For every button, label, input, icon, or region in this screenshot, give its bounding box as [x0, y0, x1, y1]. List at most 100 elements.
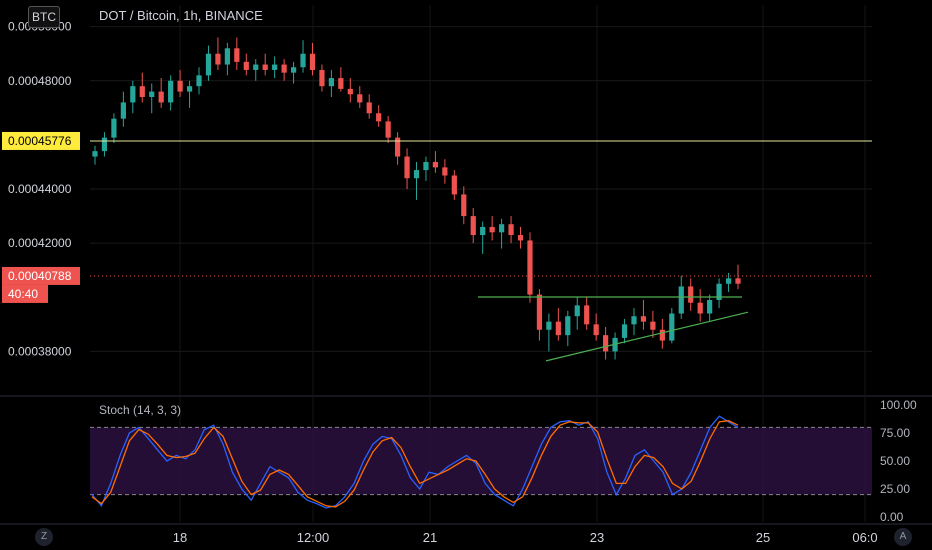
candle-body	[707, 299, 713, 314]
candle-body	[347, 88, 353, 95]
candle-body	[149, 91, 155, 98]
candle-body	[224, 48, 230, 65]
zoom-button[interactable]: Z	[35, 528, 53, 546]
candle-body	[281, 64, 287, 73]
x-tick-label: 23	[590, 530, 604, 545]
last-price-text: 0.00040788	[8, 269, 72, 283]
candle-body	[565, 316, 571, 336]
candle-body	[92, 151, 98, 157]
candle-body	[593, 324, 599, 336]
horizontal-line-price-text: 0.00045776	[8, 134, 72, 148]
ascending-trendline[interactable]	[545, 311, 749, 362]
candle-body	[186, 86, 193, 92]
candle-body	[139, 86, 145, 98]
candle-body	[508, 224, 514, 236]
candle-body	[470, 216, 476, 236]
candle-body	[669, 313, 675, 341]
candle-body	[489, 226, 495, 233]
countdown-label	[2, 284, 48, 303]
horizontal-line-price-label	[2, 131, 80, 150]
candle-body	[603, 335, 609, 352]
candle-body	[517, 235, 524, 241]
candle-body	[423, 161, 429, 171]
candle-body	[120, 102, 126, 119]
candle-body	[527, 240, 533, 295]
candle-body	[688, 286, 694, 303]
candle-body	[177, 80, 183, 92]
candle-body	[111, 118, 117, 138]
candle-body	[168, 80, 174, 103]
symbol-badge[interactable]: BTC	[28, 6, 60, 28]
candle-body	[205, 53, 212, 76]
candle-body	[659, 329, 665, 341]
candle-body	[413, 170, 420, 179]
candle-body	[555, 321, 561, 336]
candle-body	[338, 78, 344, 89]
candle-body	[300, 53, 306, 68]
candle-body	[215, 53, 221, 65]
candle-body	[678, 286, 684, 314]
candle-body	[461, 194, 467, 217]
indicator-label[interactable]: Stoch (14, 3, 3)	[99, 403, 182, 417]
auto-scale-button[interactable]: A	[894, 528, 912, 546]
stoch-d-line	[91, 420, 739, 508]
candle-body	[394, 137, 401, 157]
stoch-band	[90, 427, 872, 495]
candle-body	[584, 305, 590, 325]
chart-title: DOT / Bitcoin, 1h, BINANCE	[99, 8, 263, 23]
countdown-text: 40:40	[8, 287, 38, 301]
x-tick-label: 25	[756, 530, 770, 545]
candle-body	[262, 64, 268, 70]
candle-body	[697, 302, 703, 314]
candle-body	[376, 113, 382, 122]
candle-body	[546, 321, 552, 330]
candle-body	[735, 278, 741, 284]
candle-body	[130, 86, 136, 103]
candle-body	[621, 324, 628, 338]
stoch-lines	[90, 415, 872, 509]
stoch-tick-label: 75.00	[880, 426, 910, 440]
y-tick-label: 0.00048000	[8, 74, 72, 88]
candle-body	[536, 294, 543, 330]
stoch-tick-label: 0.00	[880, 510, 904, 524]
candle-body	[640, 316, 647, 322]
candle-body	[357, 94, 363, 103]
x-tick-label: 06:0	[852, 530, 877, 545]
candle-body	[442, 167, 448, 176]
candle-body	[196, 75, 202, 87]
candle-body	[385, 121, 391, 138]
candle-body	[432, 161, 439, 168]
y-tick-label: 0.00038000	[8, 344, 72, 358]
candle-body	[631, 316, 637, 325]
stoch-k-line	[91, 415, 739, 509]
candle-body	[716, 283, 722, 300]
stoch-tick-label: 100.00	[880, 398, 917, 412]
candle-body	[480, 226, 486, 236]
candle-body	[309, 53, 316, 70]
y-tick-label: 0.00044000	[8, 182, 72, 196]
stoch-tick-label: 25.00	[880, 482, 910, 496]
x-tick-label: 18	[173, 530, 187, 545]
candle-body	[319, 69, 325, 87]
candle-body	[243, 61, 249, 70]
candle-body	[574, 305, 580, 317]
candle-body	[253, 64, 259, 70]
candle-body	[328, 78, 334, 87]
last-price-label	[2, 266, 80, 285]
y-tick-label: 0.00042000	[8, 236, 72, 250]
candle-body	[158, 91, 164, 103]
x-tick-label: 12:00	[297, 530, 330, 545]
candle-body	[272, 64, 278, 70]
candle-body	[650, 321, 656, 330]
candles	[92, 37, 741, 360]
x-tick-label: 21	[423, 530, 437, 545]
price-labels: 0.00045776 0.00040788 40:40	[2, 131, 80, 303]
candle-body	[290, 67, 297, 73]
candle-body	[499, 224, 505, 233]
candle-body	[366, 102, 372, 114]
candle-body	[404, 156, 410, 179]
candle-body	[451, 175, 457, 195]
candle-body	[725, 278, 732, 284]
candle-body	[234, 48, 240, 62]
